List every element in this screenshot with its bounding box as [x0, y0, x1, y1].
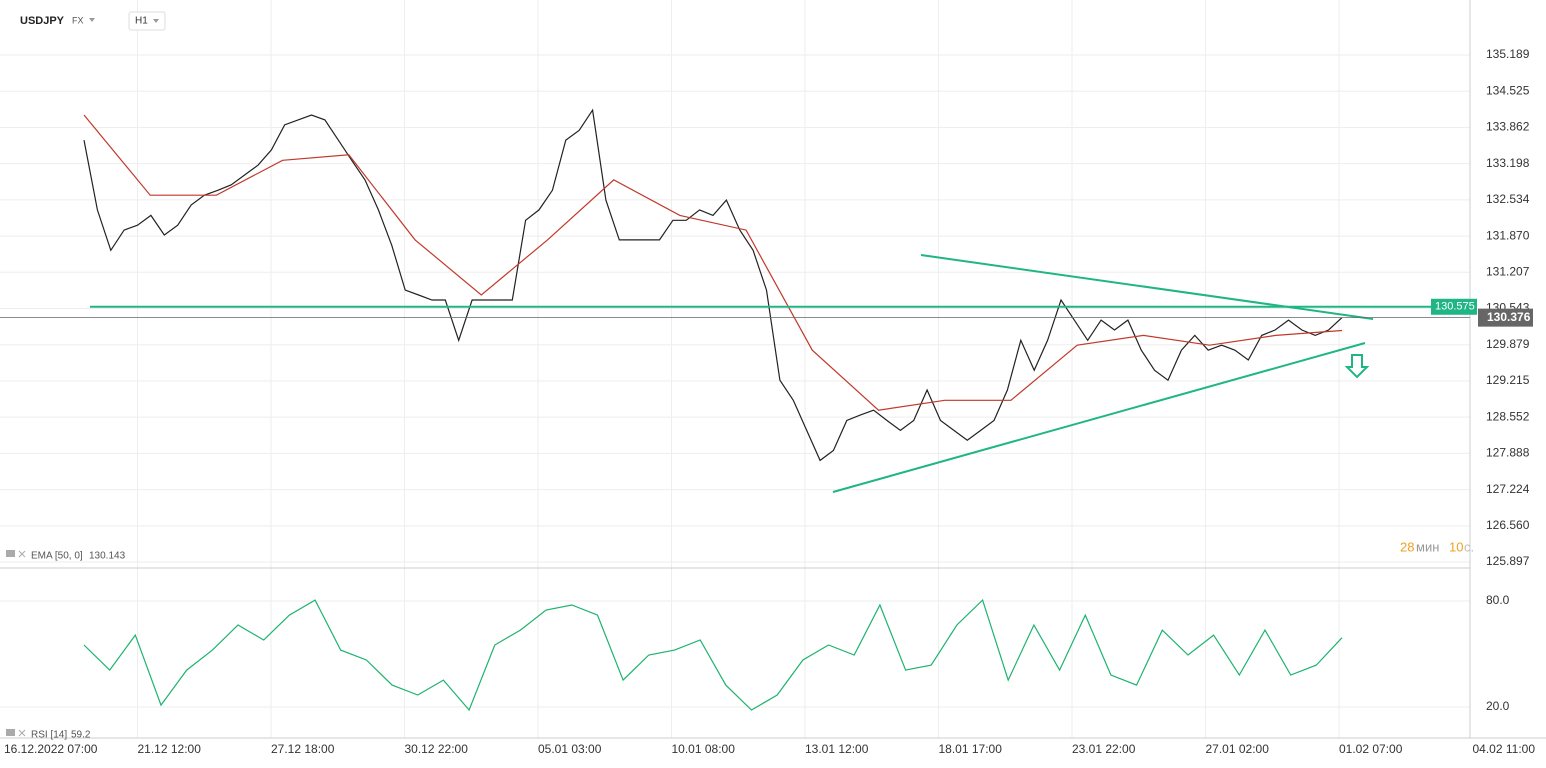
- y-tick-label: 133.862: [1486, 120, 1530, 134]
- y-tick-label: 134.525: [1486, 83, 1530, 97]
- market: FX: [72, 15, 84, 25]
- trendline[interactable]: [920, 254, 1374, 320]
- level-label: 130.575: [1435, 301, 1475, 313]
- x-tick-label: 30.12 22:00: [405, 742, 469, 756]
- close-icon[interactable]: [18, 729, 26, 737]
- x-tick-label: 23.01 22:00: [1072, 742, 1136, 756]
- legend-icon[interactable]: [6, 550, 15, 557]
- close-icon[interactable]: [18, 550, 26, 558]
- x-tick-label: 16.12.2022 07:00: [4, 742, 98, 756]
- last-price-box: [1478, 308, 1533, 327]
- y-tick-label: 135.189: [1486, 47, 1530, 61]
- x-tick-label: 21.12 12:00: [138, 742, 202, 756]
- x-tick-label: 01.02 07:00: [1339, 742, 1403, 756]
- level-label-box: [1431, 298, 1477, 315]
- last-price-label: 130.376: [1487, 310, 1531, 324]
- y-tick-label: 20.0: [1486, 699, 1510, 713]
- y-tick-label: 131.870: [1486, 228, 1530, 242]
- y-tick-label: 129.215: [1486, 373, 1530, 387]
- x-tick-label: 05.01 03:00: [538, 742, 602, 756]
- x-tick-label: 27.12 18:00: [271, 742, 335, 756]
- ema-value: 130.143: [89, 551, 126, 562]
- legend-icon[interactable]: [6, 729, 15, 736]
- y-tick-label: 80.0: [1486, 593, 1510, 607]
- y-tick-label: 127.224: [1486, 482, 1530, 496]
- x-tick-label: 13.01 12:00: [805, 742, 869, 756]
- y-tick-label: 133.198: [1486, 156, 1530, 170]
- y-tick-label: 129.879: [1486, 337, 1530, 351]
- x-tick-label: 18.01 17:00: [939, 742, 1003, 756]
- x-tick-label: 04.02 11:00: [1473, 742, 1536, 756]
- trendline[interactable]: [832, 342, 1366, 493]
- down-arrow-icon: [1344, 354, 1370, 379]
- series-line: [83, 114, 1343, 411]
- y-tick-label: 128.552: [1486, 409, 1530, 423]
- x-tick-label: 27.01 02:00: [1206, 742, 1270, 756]
- x-tick-label: 10.01 08:00: [672, 742, 736, 756]
- y-tick-label: 127.888: [1486, 446, 1530, 460]
- interval-button[interactable]: [128, 11, 166, 31]
- ema-legend: EMA [50, 0]: [31, 551, 83, 562]
- y-tick-label: 125.897: [1486, 554, 1530, 568]
- countdown-unit: с.: [1464, 539, 1474, 554]
- dropdown-arrow[interactable]: [89, 18, 95, 22]
- y-tick-label: 132.534: [1486, 192, 1530, 206]
- dropdown-arrow[interactable]: [153, 19, 159, 23]
- y-tick-label: 131.207: [1486, 264, 1530, 278]
- countdown-unit: мин: [1416, 539, 1439, 554]
- countdown-minutes: 28: [1400, 539, 1414, 554]
- symbol[interactable]: USDJPY: [20, 15, 65, 27]
- series-line: [83, 108, 1343, 462]
- y-tick-label: 126.560: [1486, 518, 1530, 532]
- countdown-seconds: 10: [1449, 539, 1463, 554]
- interval[interactable]: H1: [135, 16, 148, 27]
- rsi-legend: RSI [14]: [31, 730, 67, 741]
- series-line: [83, 598, 1343, 712]
- rsi-value: 59.2: [71, 730, 91, 741]
